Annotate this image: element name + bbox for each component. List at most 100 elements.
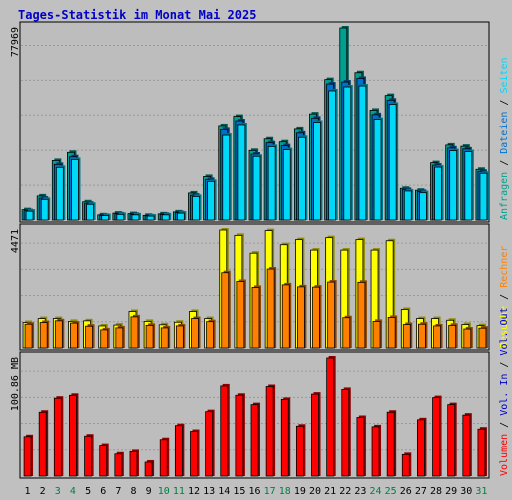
- bar-volumen-day-5: [84, 435, 92, 477]
- x-tick-label-day-7: 7: [115, 486, 121, 497]
- bar-rechner-day-29: [448, 324, 457, 349]
- bar-rechner-day-17: [266, 268, 275, 349]
- bar-rechner-day-14: [221, 272, 230, 349]
- bar-seiten-day-28: [434, 166, 442, 221]
- bar-seiten-day-30: [464, 151, 473, 221]
- legend-separator: /: [499, 94, 510, 112]
- bar-rechner-day-27: [418, 323, 426, 349]
- x-tick-label-day-4: 4: [70, 486, 76, 497]
- legend-item: Vol. Out: [499, 307, 510, 355]
- bar-rechner-day-4: [70, 322, 78, 349]
- bar-rechner-day-30: [463, 328, 472, 349]
- x-tick-label-day-28: 28: [430, 486, 442, 497]
- bar-seiten-day-5: [86, 203, 94, 221]
- bar-rechner-day-21: [327, 281, 336, 349]
- x-tick-label-day-8: 8: [130, 486, 136, 497]
- panel-top-max-label: 77969: [10, 27, 21, 57]
- x-tick-label-day-14: 14: [218, 486, 230, 497]
- bar-volumen-day-24: [371, 426, 380, 477]
- legend-item: Volumen: [499, 434, 510, 476]
- x-tick-label-day-27: 27: [415, 486, 427, 497]
- bar-seiten-day-13: [207, 180, 216, 221]
- legend-item: Rechner: [499, 246, 510, 288]
- legend-separator: /: [499, 288, 510, 306]
- bar-seiten-day-16: [252, 155, 261, 221]
- bar-rechner-day-22: [342, 317, 351, 349]
- bar-volumen-day-2: [38, 411, 47, 477]
- bar-volumen-day-8: [129, 451, 138, 477]
- bar-seiten-day-14: [222, 134, 231, 221]
- x-tick-label-day-21: 21: [324, 486, 336, 497]
- bar-rechner-day-25: [387, 317, 396, 349]
- bar-rechner-day-12: [191, 318, 199, 349]
- bar-seiten-day-8: [131, 214, 140, 221]
- bar-seiten-day-17: [267, 145, 276, 221]
- legend-item: Besuche: [499, 306, 510, 348]
- bar-volumen-day-11: [174, 425, 183, 477]
- x-tick-label-day-31: 31: [475, 486, 487, 497]
- legend-item: Dateien: [499, 112, 510, 154]
- bar-rechner-day-3: [54, 320, 63, 349]
- bar-volumen-day-21: [326, 357, 335, 477]
- x-tick-label-day-18: 18: [279, 486, 291, 497]
- bar-volumen-day-16: [250, 404, 259, 477]
- bar-rechner-day-10: [160, 327, 169, 349]
- bar-seiten-day-23: [358, 85, 367, 221]
- bar-volumen-day-10: [159, 439, 168, 477]
- x-tick-label-day-12: 12: [188, 486, 200, 497]
- bar-rechner-day-7: [115, 327, 124, 349]
- bar-seiten-day-21: [328, 90, 337, 221]
- panel-middle-max-label: 4471: [10, 229, 21, 253]
- legend-separator: /: [499, 154, 510, 172]
- bar-seiten-day-15: [237, 124, 246, 221]
- bar-volumen-day-14: [220, 385, 229, 477]
- bar-volumen-day-9: [144, 461, 153, 477]
- bar-rechner-day-28: [433, 325, 441, 349]
- bar-volumen-day-29: [447, 404, 456, 477]
- x-tick-label-day-30: 30: [460, 486, 472, 497]
- x-tick-label-day-5: 5: [85, 486, 91, 497]
- bar-volumen-day-25: [386, 411, 395, 477]
- legend-item: Anfragen: [499, 172, 510, 220]
- x-tick-label-day-1: 1: [25, 486, 31, 497]
- x-tick-label-day-23: 23: [354, 486, 366, 497]
- x-axis-labels: 1 2 3 4 5 6 7 8 9 10 11 12 13 14 15 16 17 18 19 20 21 22 23 24 2…: [25, 486, 488, 497]
- bar-rechner-day-19: [296, 286, 305, 349]
- bar-rechner-day-1: [24, 323, 33, 349]
- bar-rechner-day-15: [236, 281, 245, 349]
- x-tick-label-day-6: 6: [100, 486, 106, 497]
- x-tick-label-day-10: 10: [158, 486, 170, 497]
- bar-volumen-day-20: [311, 393, 319, 477]
- x-tick-label-day-16: 16: [248, 486, 260, 497]
- bar-seiten-day-22: [343, 86, 352, 221]
- bar-volumen-day-7: [114, 453, 123, 477]
- bar-seiten-day-24: [373, 119, 382, 221]
- legend-item: Vol. In: [499, 374, 510, 416]
- chart-panels: 77969 4471 100.86 MB Anfragen / Dateien / S…: [10, 21, 510, 497]
- bar-volumen-day-31: [477, 428, 486, 477]
- x-tick-label-day-19: 19: [294, 486, 306, 497]
- bar-rechner-day-9: [145, 324, 154, 349]
- bar-rechner-day-31: [478, 327, 487, 349]
- bar-volumen-day-3: [53, 397, 62, 477]
- legend-item: Seiten: [499, 57, 510, 93]
- bar-seiten-day-20: [313, 122, 321, 221]
- x-tick-label-day-26: 26: [400, 486, 412, 497]
- bar-seiten-day-6: [101, 215, 110, 221]
- bar-volumen-day-17: [265, 386, 274, 477]
- x-tick-label-day-25: 25: [385, 486, 397, 497]
- x-tick-label-day-29: 29: [445, 486, 457, 497]
- legend-separator: /: [499, 416, 510, 434]
- bar-rechner-day-2: [39, 322, 48, 349]
- bar-rechner-day-13: [206, 321, 215, 349]
- legend-bottom: Volumen / Vol. In / Vol. Out: [499, 307, 510, 476]
- x-tick-label-day-3: 3: [55, 486, 61, 497]
- bar-volumen-day-30: [462, 414, 471, 477]
- chart-title: Tages-Statistik im Monat Mai 2025: [18, 8, 256, 22]
- bar-volumen-day-4: [69, 394, 77, 477]
- bar-volumen-day-23: [356, 417, 365, 477]
- bar-rechner-day-6: [100, 329, 109, 349]
- panel-middle: 4471: [10, 223, 490, 351]
- bar-volumen-day-28: [432, 397, 440, 477]
